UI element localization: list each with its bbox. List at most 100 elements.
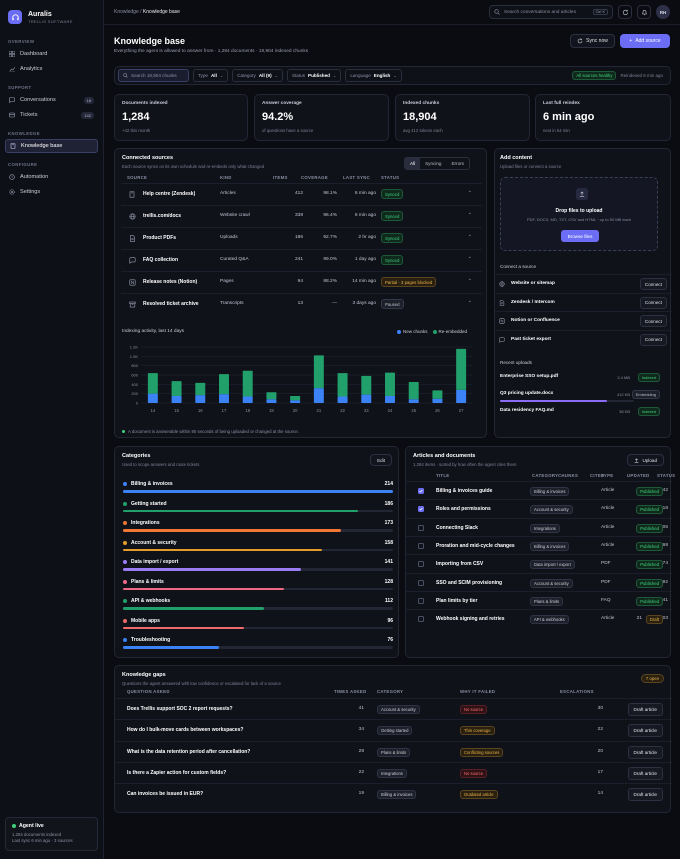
article-title[interactable]: Plan limits by tier [436,597,478,604]
bar-new-chunks-23[interactable] [361,394,372,403]
sidebar-item-conversations[interactable]: Conversations 18 [5,93,98,107]
sidebar-item-automation[interactable]: Automation [5,170,98,184]
table-row[interactable]: Proration and mid-cycle changes Billing &… [406,535,672,554]
add-source-button[interactable]: + Add source [620,34,670,48]
avatar[interactable]: RH [656,5,670,19]
table-row[interactable]: Connecting SlackIntegrationsArticle161,1… [406,517,672,536]
draft-article-button[interactable]: Draft article [627,766,663,780]
table-row[interactable]: Webhook signing and retries API & webhook… [406,609,672,627]
bar-re-embedded-22[interactable] [337,373,348,397]
breadcrumb-root[interactable]: Knowledge [114,9,139,15]
chevron-down-icon[interactable]: ⌄ [467,254,472,260]
article-title[interactable]: Connecting Slack [436,524,478,531]
source-row[interactable]: Resolved ticket archive Transcripts 13 — 3 d… [121,293,482,315]
bar-new-chunks-19[interactable] [266,399,277,403]
category-row[interactable]: Troubleshooting 76 [123,635,393,654]
table-row[interactable]: Roles and permissions Account & security A… [406,499,672,517]
source-row[interactable]: Product PDFs Uploads 186 92.7% 2 hr ago Synce… [121,227,482,249]
article-title[interactable]: Webhook signing and retries [436,616,505,623]
chevron-down-icon[interactable]: ⌄ [467,276,472,282]
chevron-down-icon[interactable]: ⌄ [467,188,472,194]
category-filter[interactable]: Category All (9) ⌄ [232,69,283,82]
source-row[interactable]: trellis.com/docs Website crawl 338 96.4% 6 m… [121,205,482,227]
article-title[interactable]: SSO and SCIM provisioning [436,579,503,586]
bar-re-embedded-18[interactable] [242,370,253,397]
browse-files-button[interactable]: Browse files [561,230,599,242]
draft-article-button[interactable]: Draft article [627,745,663,759]
connect-button[interactable]: Connect [639,296,667,309]
bar-re-embedded-20[interactable] [290,396,301,401]
category-row[interactable]: Account & security 158 [123,538,393,557]
edit-categories-button[interactable]: Edit [370,454,392,466]
row-checkbox[interactable] [418,597,424,604]
sidebar-item-analytics[interactable]: Analytics [5,62,98,76]
bar-new-chunks-24[interactable] [385,396,395,403]
brand[interactable]: Auralis TRELLIS SOFTWARE [0,0,103,30]
bar-new-chunks-16[interactable] [195,395,206,403]
bar-re-embedded-16[interactable] [195,382,206,396]
upload-button[interactable]: Upload [627,454,664,466]
bar-new-chunks-25[interactable] [408,399,419,403]
chevron-down-icon[interactable]: ⌄ [467,232,472,238]
type-filter[interactable]: Type All ⌄ [193,69,229,82]
sidebar-item-tickets[interactable]: Tickets 142 [5,108,98,122]
refresh-button[interactable] [618,5,632,19]
bar-new-chunks-15[interactable] [171,396,182,403]
article-title[interactable]: Roles and permissions [436,506,491,513]
bar-new-chunks-17[interactable] [219,394,229,403]
row-checkbox[interactable] [418,506,424,513]
category-row[interactable]: API & webhooks 112 [123,596,393,615]
bar-re-embedded-21[interactable] [313,355,324,389]
table-row[interactable]: Importing from CSV Data import / export PD… [406,554,672,572]
bar-re-embedded-27[interactable] [456,348,467,390]
connect-button[interactable]: Connect [639,333,667,346]
bar-re-embedded-25[interactable] [408,382,419,400]
category-row[interactable]: Integrations 173 [123,518,393,537]
source-row[interactable]: FAQ collection Curated Q&A 241 99.0% 1 day a… [121,249,482,271]
category-row[interactable]: Getting started 186 [123,499,393,518]
bar-re-embedded-24[interactable] [385,372,395,396]
article-title[interactable]: Proration and mid-cycle changes [436,542,515,549]
row-checkbox[interactable] [418,561,424,568]
sidebar-item-dashboard[interactable]: Dashboard [5,47,98,61]
source-row[interactable]: Help centre (Zendesk) Articles 412 98.1% 6 m… [121,183,482,205]
article-title[interactable]: Importing from CSV [436,561,484,568]
source-row[interactable]: Release notes (Notion) Pages 94 88.2% 14 min… [121,271,482,293]
connect-button[interactable]: Connect [639,315,667,327]
bar-new-chunks-22[interactable] [337,396,348,403]
bar-re-embedded-15[interactable] [171,381,182,396]
row-checkbox[interactable] [418,616,424,623]
bar-re-embedded-19[interactable] [266,392,277,400]
bar-re-embedded-26[interactable] [432,390,443,399]
row-checkbox[interactable] [418,524,424,531]
article-title[interactable]: Billing & invoices guide [436,488,493,494]
file-dropzone[interactable]: Drop files to upload PDF, DOCX, MD, TXT,… [500,177,658,251]
global-search-input[interactable]: Search conversations and articles Ctrl K [489,5,613,19]
connect-button[interactable]: Connect [639,278,667,290]
sidebar-item-settings[interactable]: Settings [5,185,98,199]
chunk-search-input[interactable]: Search 18,904 chunks [118,69,189,82]
tab-errors[interactable]: Errors [451,161,464,166]
row-checkbox[interactable] [418,579,424,586]
table-row[interactable]: Billing & invoices guide Billing & invoic… [406,481,672,499]
sidebar-item-knowledge-base[interactable]: Knowledge base [5,139,98,153]
bar-new-chunks-26[interactable] [432,398,443,403]
draft-article-button[interactable]: Draft article [627,703,663,716]
row-checkbox[interactable] [418,542,424,549]
bar-re-embedded-23[interactable] [361,375,372,395]
bar-new-chunks-20[interactable] [290,400,301,403]
tab-syncing[interactable]: Syncing [425,161,442,166]
category-row[interactable]: Mobile apps 96 [123,616,393,635]
row-checkbox[interactable] [418,488,424,494]
category-row[interactable]: Billing & invoices 214 [123,479,393,498]
table-row[interactable]: SSO and SCIM provisioning Account & secur… [406,572,672,591]
bar-re-embedded-14[interactable] [147,373,158,394]
draft-article-button[interactable]: Draft article [627,788,663,802]
bar-new-chunks-18[interactable] [242,396,253,403]
tab-all[interactable]: All [405,158,421,169]
category-row[interactable]: Data import / export 141 [123,557,393,576]
category-row[interactable]: Plans & limits 128 [123,577,393,596]
status-filter[interactable]: Status Published ⌄ [286,69,342,82]
sync-now-button[interactable]: Sync now [570,34,615,48]
